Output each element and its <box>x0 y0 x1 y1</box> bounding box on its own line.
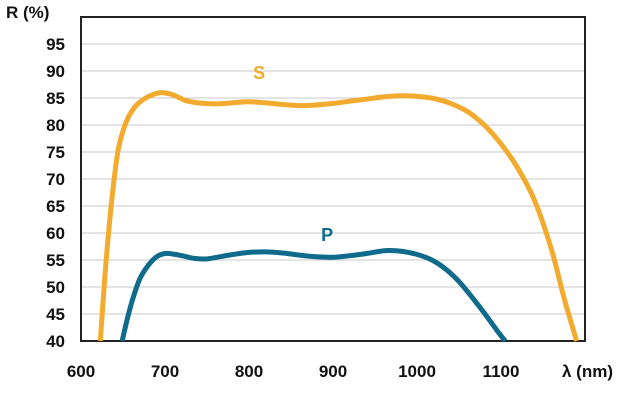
plot-frame <box>80 16 586 342</box>
x-tick-label: 900 <box>319 362 347 381</box>
x-tick-label: 700 <box>151 362 179 381</box>
y-tick-label: 75 <box>46 143 65 162</box>
y-tick-label: 80 <box>46 116 65 135</box>
series-line-s <box>97 90 579 342</box>
y-tick-label: 85 <box>46 89 65 108</box>
series-label-p: P <box>321 225 333 245</box>
y-tick-label: 50 <box>46 278 65 297</box>
y-tick-label: 55 <box>46 251 65 270</box>
gridlines <box>81 43 585 315</box>
series-lines: SP <box>97 63 579 343</box>
x-tick-label: 800 <box>235 362 263 381</box>
y-tick-label: 65 <box>46 197 65 216</box>
x-tick-label: 1000 <box>398 362 436 381</box>
y-tick-label: 70 <box>46 170 65 189</box>
series-label-s: S <box>253 63 265 83</box>
y-axis-title: R (%) <box>6 3 49 22</box>
y-tick-label: 95 <box>46 35 65 54</box>
x-tick-labels: 600 700 800 900 1000 1100 <box>67 362 520 381</box>
x-tick-label: 600 <box>67 362 95 381</box>
series-line-p <box>119 248 508 343</box>
y-tick-label: 45 <box>46 305 65 324</box>
x-tick-label: 1100 <box>483 362 520 381</box>
y-tick-label: 90 <box>46 62 65 81</box>
y-tick-label: 60 <box>46 224 65 243</box>
y-tick-labels: 40 45 50 55 60 65 70 75 80 85 90 95 <box>46 35 65 351</box>
y-tick-label: 40 <box>46 332 65 351</box>
x-axis-title: λ (nm) <box>562 362 613 381</box>
